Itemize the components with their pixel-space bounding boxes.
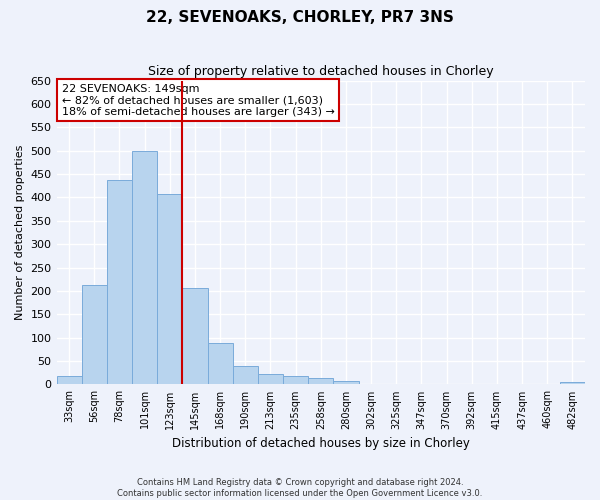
Bar <box>334 380 359 384</box>
Bar <box>308 378 334 384</box>
Bar <box>56 376 82 384</box>
Bar <box>258 374 283 384</box>
Bar <box>82 285 107 384</box>
Title: Size of property relative to detached houses in Chorley: Size of property relative to detached ho… <box>148 65 494 78</box>
Text: 22, SEVENOAKS, CHORLEY, PR7 3NS: 22, SEVENOAKS, CHORLEY, PR7 3NS <box>146 10 454 25</box>
Bar <box>132 150 157 384</box>
Y-axis label: Number of detached properties: Number of detached properties <box>15 145 25 320</box>
Bar <box>283 376 308 384</box>
Bar <box>182 288 208 384</box>
X-axis label: Distribution of detached houses by size in Chorley: Distribution of detached houses by size … <box>172 437 470 450</box>
Text: 22 SEVENOAKS: 149sqm
← 82% of detached houses are smaller (1,603)
18% of semi-de: 22 SEVENOAKS: 149sqm ← 82% of detached h… <box>62 84 335 117</box>
Bar <box>107 180 132 384</box>
Bar <box>208 344 233 384</box>
Bar <box>233 366 258 384</box>
Bar <box>560 382 585 384</box>
Bar <box>157 194 182 384</box>
Text: Contains HM Land Registry data © Crown copyright and database right 2024.
Contai: Contains HM Land Registry data © Crown c… <box>118 478 482 498</box>
